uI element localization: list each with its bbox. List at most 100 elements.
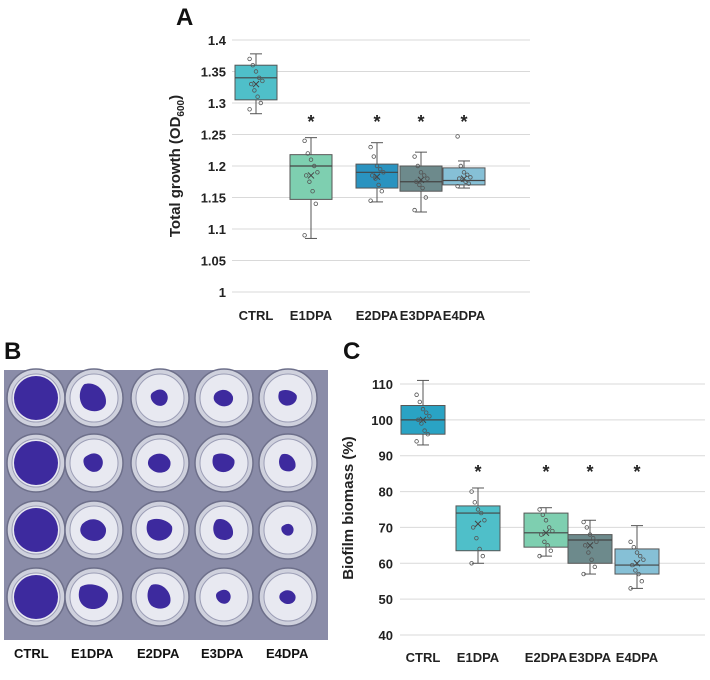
data-point (633, 568, 638, 573)
data-point (257, 75, 262, 80)
biofilm-stain (279, 453, 296, 472)
chart-a: 1 1.05 1.1 1.15 1.2 1.25 1.3 1.35 1.4 Total growt… (167, 33, 530, 323)
data-point (480, 553, 485, 559)
chart-a-significance-star: * (460, 112, 467, 132)
data-point (537, 553, 542, 559)
data-point (458, 163, 463, 169)
chart-c-ytick-label: 110 (372, 377, 393, 392)
data-point (581, 519, 586, 525)
chart-c-box-ctrl (400, 379, 446, 446)
data-point (548, 548, 553, 553)
biofilm-stain (14, 376, 58, 420)
data-point (631, 544, 636, 550)
chart-c-box-e1dpa (455, 487, 501, 566)
data-point (425, 176, 430, 181)
plate-label-ctrl: CTRL (14, 646, 49, 661)
data-point (469, 489, 474, 494)
biofilm-stain (147, 584, 171, 609)
well-plate-photo (4, 368, 328, 640)
chart-c-xtick-label: E2DPA (525, 650, 568, 665)
data-point (545, 543, 550, 548)
biofilm-stain (83, 453, 103, 472)
chart-a-significance-star: * (307, 112, 314, 132)
data-point (583, 543, 588, 548)
mean-marker (417, 176, 425, 184)
data-point (584, 525, 589, 530)
plate-label-e1dpa: E1DPA (71, 646, 114, 661)
data-point (581, 571, 586, 577)
biofilm-stain (14, 575, 58, 619)
chart-c-ytick-label: 80 (379, 485, 393, 500)
chart-a-box-e2dpa (355, 142, 399, 203)
data-point (586, 550, 591, 555)
data-point (255, 94, 260, 99)
chart-c-box-e2dpa (523, 507, 569, 559)
data-point (591, 535, 596, 541)
data-point (636, 571, 641, 577)
biofilm-stain (281, 523, 294, 536)
chart-c-significance-star: * (586, 462, 593, 482)
chart-c-box-e3dpa (567, 519, 613, 577)
data-point (302, 233, 307, 238)
data-point (258, 100, 263, 106)
data-point (422, 173, 427, 178)
data-point (412, 154, 417, 159)
chart-a-ytick-label: 1 (219, 285, 226, 300)
chart-a-ytick-label: 1.2 (208, 159, 226, 174)
chart-c-xtick-label: E3DPA (569, 650, 612, 665)
panel-label-a: A (176, 4, 194, 31)
data-point (634, 550, 640, 555)
chart-c-box-e4dpa (614, 525, 660, 591)
data-point (423, 195, 428, 200)
data-point (378, 166, 383, 172)
biofilm-stain (150, 389, 168, 406)
chart-c-xtick-label: E4DPA (616, 650, 659, 665)
mean-marker (474, 520, 482, 528)
data-point (539, 532, 544, 537)
data-point (543, 518, 549, 523)
data-point (248, 81, 254, 87)
biofilm-stain (79, 383, 106, 412)
data-point (461, 170, 467, 175)
chart-c-significance-star: * (474, 462, 481, 482)
data-point (471, 525, 476, 530)
chart-c-significance-star: * (633, 462, 640, 482)
biofilm-stain (80, 519, 107, 542)
data-point (479, 510, 484, 516)
biofilm-stain (213, 389, 234, 407)
data-point (370, 173, 375, 178)
chart-a-ytick-label: 1.35 (201, 65, 226, 80)
plate-label-e2dpa: E2DPA (137, 646, 180, 661)
biofilm-stain (14, 508, 58, 552)
data-point (302, 138, 307, 143)
biofilm-stain (278, 390, 297, 406)
mean-marker (542, 529, 550, 537)
data-point (307, 179, 312, 184)
data-point (641, 557, 646, 562)
chart-a-xtick-label: E3DPA (400, 308, 443, 323)
mean-marker (252, 80, 260, 88)
chart-a-box-e1dpa (289, 137, 333, 239)
data-point (630, 562, 635, 568)
data-point (537, 507, 542, 512)
data-point (417, 399, 422, 405)
data-point (253, 69, 259, 74)
data-point (628, 539, 633, 544)
panel-label-b: B (4, 338, 22, 365)
data-point (542, 539, 547, 544)
data-point (638, 553, 643, 559)
biofilm-stain (279, 590, 296, 604)
data-point (260, 78, 265, 84)
chart-c-ytick-label: 70 (379, 520, 393, 535)
biofilm-stain (212, 453, 235, 473)
chart-a-ytick-label: 1.25 (201, 128, 226, 143)
mean-marker (307, 172, 315, 179)
chart-a-significance-star: * (417, 112, 424, 132)
data-point (374, 163, 380, 169)
chart-c-xtick-label: E1DPA (457, 650, 500, 665)
chart-c-ytick-label: 60 (379, 556, 393, 571)
chart-c-significance-star: * (542, 462, 549, 482)
data-point (475, 507, 481, 512)
data-point (414, 439, 419, 444)
data-point (414, 392, 419, 397)
